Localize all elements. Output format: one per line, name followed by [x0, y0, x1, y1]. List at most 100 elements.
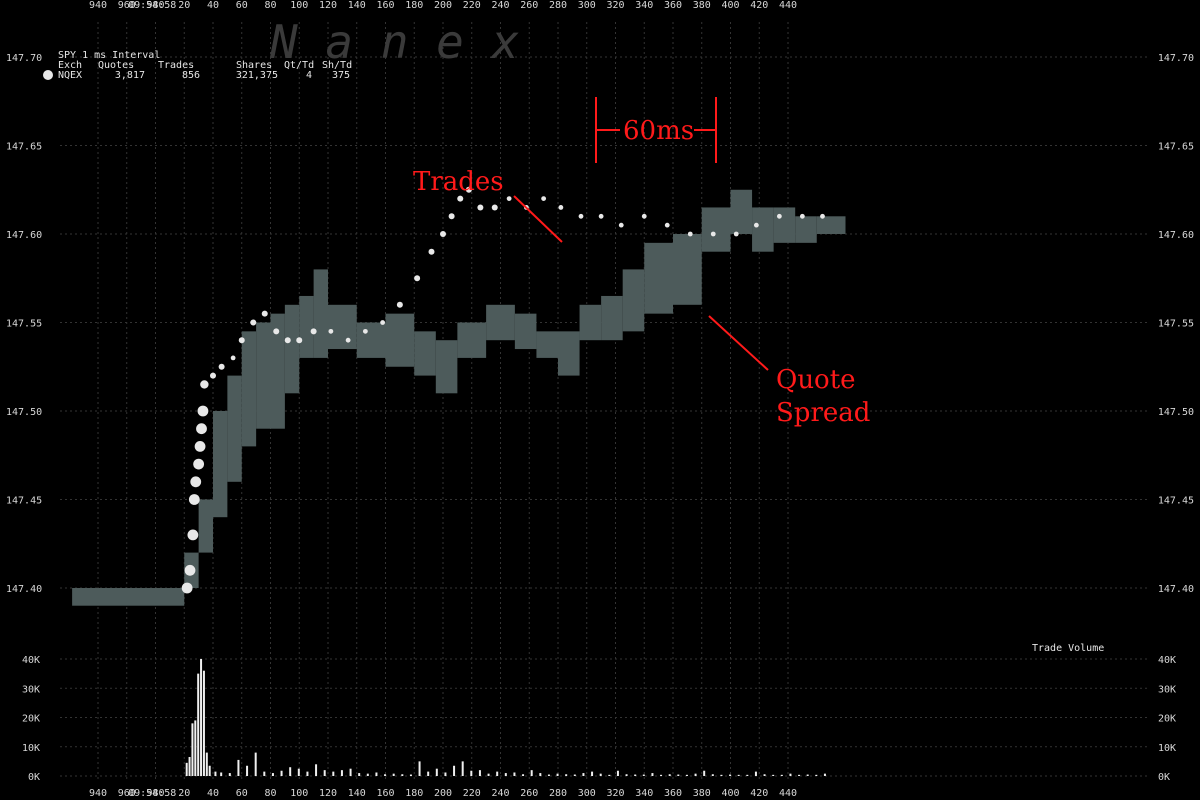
x-tick-label: 40: [207, 788, 219, 799]
quote-spread-segment: [514, 313, 537, 350]
volume-bar: [289, 767, 292, 776]
trade-point: [733, 231, 739, 237]
x-tick-label: 380: [693, 0, 711, 11]
volume-bar: [547, 774, 550, 776]
y-tick-label-right: 147.65: [1158, 142, 1194, 153]
x-tick-label: 220: [463, 788, 481, 799]
volume-bar: [332, 771, 335, 776]
y-tick-label-left: 147.55: [6, 319, 42, 330]
volume-bar: [237, 759, 240, 776]
spread-pointer: [708, 315, 769, 371]
trade-point: [396, 301, 403, 308]
volume-tick-left: 30K: [22, 684, 40, 695]
quote-spread-segment: [579, 304, 602, 341]
quote-spread-segment: [673, 234, 702, 305]
trade-point: [181, 582, 193, 594]
x-tick-label: 220: [463, 0, 481, 11]
volume-bar: [496, 771, 499, 776]
volume-bar: [191, 723, 194, 776]
x-tick-label: 440: [779, 788, 797, 799]
trade-point: [218, 363, 225, 370]
x-tick-label: 100: [290, 0, 308, 11]
trade-point: [230, 355, 236, 361]
volume-bar: [194, 720, 197, 776]
volume-tick-right: 0K: [1158, 772, 1170, 783]
volume-axis: 40K 40K 30K 30K 20K 20K 10K 10K 0K 0K: [22, 655, 1176, 783]
watermark: N a n e x: [269, 15, 520, 69]
stats-header-cell: Trades: [158, 60, 194, 71]
volume-bar: [634, 774, 637, 776]
x-tick-label: 380: [693, 788, 711, 799]
x-tick-label: 980: [146, 0, 164, 11]
volume-bar: [280, 770, 283, 776]
volume-bar: [504, 773, 507, 776]
volume-bar: [427, 771, 430, 776]
y-tick-label-left: 147.50: [6, 407, 42, 418]
volume-bar: [703, 770, 706, 776]
quote-spread-segment: [256, 322, 271, 429]
trade-point: [440, 231, 446, 237]
trades-annotation: Trades: [413, 167, 504, 197]
volume-bar: [763, 774, 766, 776]
trade-point: [664, 222, 670, 228]
x-tick-label: 160: [376, 0, 394, 11]
volume-bar: [608, 774, 611, 776]
volume-bar: [246, 765, 249, 776]
x-tick-label: 280: [549, 0, 567, 11]
stats-header-cell: Sh/Td: [322, 60, 352, 71]
x-tick-label: 140: [348, 788, 366, 799]
trade-point: [194, 441, 206, 452]
x-tick-label: 320: [606, 788, 624, 799]
x-tick-label: 340: [635, 0, 653, 11]
volume-bar: [375, 772, 378, 776]
volume-bar: [453, 765, 456, 776]
y-tick-label-left: 147.70: [6, 53, 42, 64]
volume-bar: [435, 768, 438, 776]
quote-spread-segment: [227, 375, 242, 482]
trades-pointer: [513, 195, 563, 243]
volume-bar: [444, 772, 447, 776]
volume-tick-left: 20K: [22, 714, 40, 725]
x-tick-label: 80: [264, 0, 276, 11]
volume-bar: [625, 774, 628, 776]
trade-point: [465, 186, 472, 193]
trade-point: [273, 328, 280, 335]
x-tick-label: 420: [750, 0, 768, 11]
x-tick-label: 100: [290, 788, 308, 799]
quote-spread-segment: [701, 207, 731, 252]
x-tick-label: 200: [434, 788, 452, 799]
quote-spread-segment: [72, 588, 185, 606]
quote-spread-segment: [213, 411, 228, 518]
volume-bar: [685, 774, 688, 776]
y-tick-label-left: 147.65: [6, 142, 42, 153]
chart-subtitle: SPY 1 ms Interval: [58, 50, 160, 61]
trade-point: [477, 204, 484, 211]
x-tick-label: 40: [207, 0, 219, 11]
trade-point: [541, 196, 547, 202]
volume-label: Trade Volume: [1032, 643, 1104, 654]
x-tick-label: 20: [178, 788, 190, 799]
x-tick-label: 940: [89, 788, 107, 799]
trade-point: [799, 213, 805, 219]
y-tick-label-right: 147.50: [1158, 407, 1194, 418]
volume-tick-left: 40K: [22, 655, 40, 666]
x-tick-label: 240: [491, 788, 509, 799]
quote-spread-segment: [299, 295, 314, 358]
x-tick-label: 980: [146, 788, 164, 799]
trade-series: [181, 186, 825, 594]
x-tick-label: 960: [118, 788, 136, 799]
stats-value-cell: 321,375: [236, 70, 278, 81]
quote-spread-segment: [435, 340, 458, 394]
trade-point: [310, 328, 317, 335]
quote-spread-segment: [385, 313, 415, 367]
volume-bar: [205, 752, 208, 776]
volume-bar: [254, 752, 257, 776]
annotations: Trades Quote Spread 60ms: [413, 97, 870, 428]
volume-bar: [349, 768, 352, 776]
trade-point: [578, 213, 584, 219]
volume-bar: [642, 774, 645, 776]
quote-spread-series: [72, 189, 846, 606]
trade-point: [238, 337, 245, 344]
